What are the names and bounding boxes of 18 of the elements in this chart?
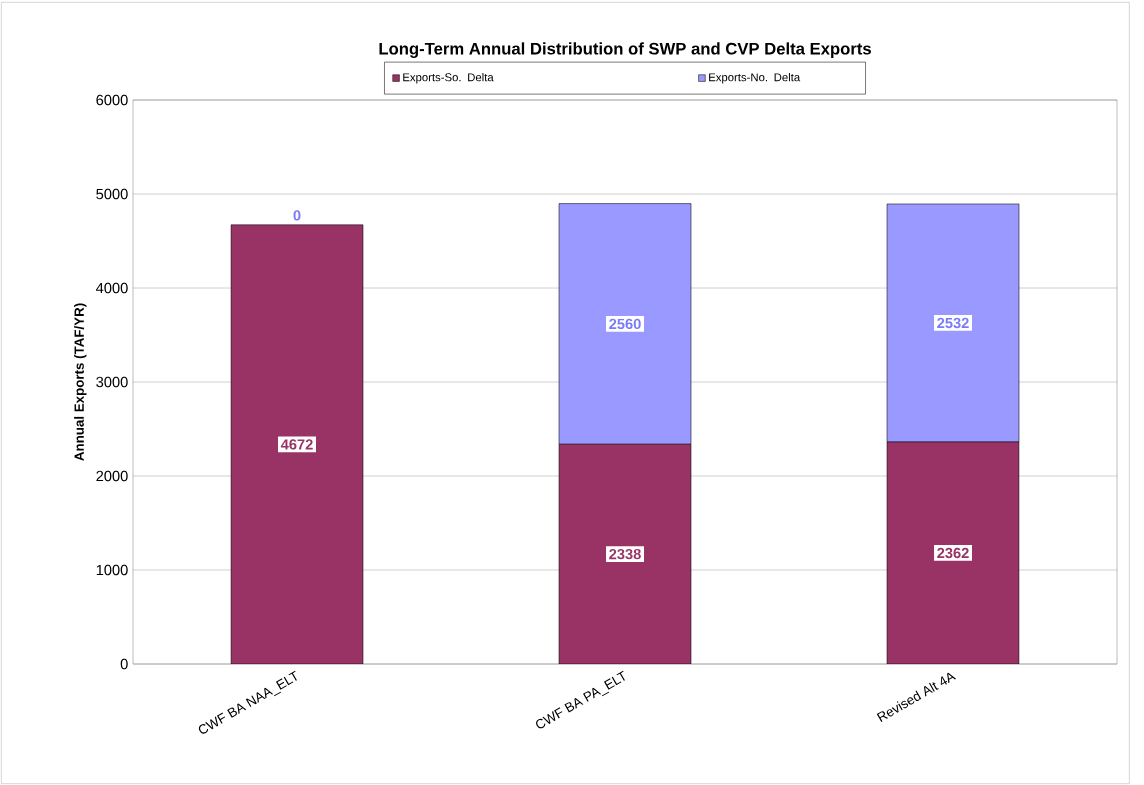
legend-label: Exports-So. Delta	[403, 72, 494, 84]
y-tick-label: 1000	[96, 564, 128, 576]
data-label: 2362	[937, 547, 969, 559]
y-tick-label: 2000	[96, 470, 128, 482]
data-label: 2560	[609, 318, 641, 330]
y-tick-label: 4000	[96, 282, 128, 294]
legend-label: Exports-No. Delta	[709, 72, 801, 84]
chart-title: Long-Term Annual Distribution of SWP and CVP Delta Exports	[379, 42, 871, 58]
y-tick-label: 5000	[96, 188, 128, 200]
y-tick-label: 6000	[96, 94, 128, 106]
y-axis-title: Annual Exports (TAF/YR)	[74, 303, 87, 461]
y-tick-label: 3000	[96, 376, 128, 388]
y-tick-label: 0	[120, 658, 128, 670]
data-label: 2532	[937, 317, 969, 329]
data-label: 0	[293, 210, 301, 221]
bar	[230, 224, 364, 664]
data-label: 4672	[280, 439, 313, 450]
data-label: 2338	[609, 548, 641, 560]
